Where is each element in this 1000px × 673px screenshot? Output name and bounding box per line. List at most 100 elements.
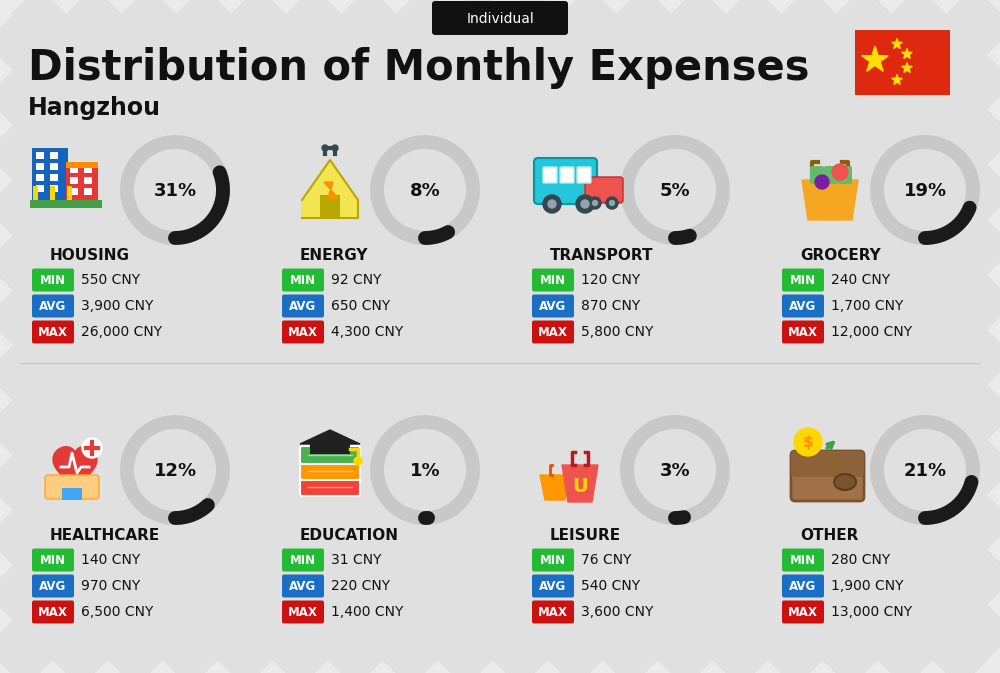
FancyBboxPatch shape <box>36 152 44 159</box>
FancyBboxPatch shape <box>32 600 74 623</box>
Text: $: $ <box>803 435 813 450</box>
Text: 26,000 CNY: 26,000 CNY <box>81 326 162 339</box>
Text: 1,700 CNY: 1,700 CNY <box>831 299 903 314</box>
Circle shape <box>354 457 362 465</box>
Polygon shape <box>540 475 570 500</box>
Text: LEISURE: LEISURE <box>550 528 621 542</box>
Text: AVG: AVG <box>289 300 317 313</box>
Text: 5,800 CNY: 5,800 CNY <box>581 326 653 339</box>
Text: MIN: MIN <box>540 274 566 287</box>
FancyBboxPatch shape <box>70 188 78 195</box>
FancyBboxPatch shape <box>782 548 824 571</box>
Polygon shape <box>902 63 912 73</box>
Text: 31%: 31% <box>153 182 197 200</box>
FancyBboxPatch shape <box>560 167 574 183</box>
Text: MIN: MIN <box>40 554 66 567</box>
Polygon shape <box>892 75 902 84</box>
FancyBboxPatch shape <box>33 186 38 200</box>
Text: AVG: AVG <box>539 300 567 313</box>
Text: MIN: MIN <box>290 274 316 287</box>
FancyBboxPatch shape <box>66 162 98 200</box>
Text: 92 CNY: 92 CNY <box>331 273 382 287</box>
FancyBboxPatch shape <box>36 174 44 181</box>
FancyBboxPatch shape <box>50 163 58 170</box>
Text: 3,900 CNY: 3,900 CNY <box>81 299 153 314</box>
Text: 1%: 1% <box>410 462 440 480</box>
FancyBboxPatch shape <box>50 186 55 200</box>
Text: AVG: AVG <box>539 580 567 593</box>
Polygon shape <box>324 182 338 198</box>
Text: ENERGY: ENERGY <box>300 248 368 262</box>
Circle shape <box>581 200 589 208</box>
Polygon shape <box>300 430 360 444</box>
Text: 120 CNY: 120 CNY <box>581 273 640 287</box>
FancyBboxPatch shape <box>310 444 350 454</box>
FancyBboxPatch shape <box>585 177 623 203</box>
Text: MIN: MIN <box>540 554 566 567</box>
FancyBboxPatch shape <box>532 269 574 291</box>
Text: 550 CNY: 550 CNY <box>81 273 140 287</box>
FancyBboxPatch shape <box>70 177 78 184</box>
Text: AVG: AVG <box>39 300 67 313</box>
Text: EDUCATION: EDUCATION <box>300 528 399 542</box>
FancyBboxPatch shape <box>824 166 838 184</box>
Circle shape <box>332 145 338 151</box>
Text: 5%: 5% <box>660 182 690 200</box>
Text: MAX: MAX <box>788 606 818 619</box>
Text: MAX: MAX <box>788 326 818 339</box>
Text: 240 CNY: 240 CNY <box>831 273 890 287</box>
Text: 4,300 CNY: 4,300 CNY <box>331 326 403 339</box>
Text: 6,500 CNY: 6,500 CNY <box>81 606 153 620</box>
Circle shape <box>322 145 328 151</box>
FancyBboxPatch shape <box>782 269 824 291</box>
FancyBboxPatch shape <box>282 295 324 318</box>
Circle shape <box>794 428 822 456</box>
Text: 140 CNY: 140 CNY <box>81 553 140 567</box>
Text: 12,000 CNY: 12,000 CNY <box>831 326 912 339</box>
FancyBboxPatch shape <box>838 166 852 184</box>
FancyBboxPatch shape <box>30 200 102 208</box>
FancyBboxPatch shape <box>32 295 74 318</box>
Text: 21%: 21% <box>903 462 947 480</box>
Polygon shape <box>802 180 858 220</box>
Circle shape <box>606 197 618 209</box>
Ellipse shape <box>834 474 856 490</box>
Polygon shape <box>302 160 358 218</box>
FancyBboxPatch shape <box>84 166 92 173</box>
FancyBboxPatch shape <box>67 186 72 200</box>
Text: 1,900 CNY: 1,900 CNY <box>831 579 904 594</box>
FancyBboxPatch shape <box>577 167 591 183</box>
Circle shape <box>589 197 601 209</box>
Text: AVG: AVG <box>789 580 817 593</box>
FancyBboxPatch shape <box>532 320 574 343</box>
Polygon shape <box>862 46 888 71</box>
Text: MAX: MAX <box>38 326 68 339</box>
FancyBboxPatch shape <box>300 462 360 480</box>
Text: GROCERY: GROCERY <box>800 248 881 262</box>
Text: 3%: 3% <box>660 462 690 480</box>
FancyBboxPatch shape <box>66 162 98 168</box>
FancyBboxPatch shape <box>810 166 824 184</box>
Text: 3,600 CNY: 3,600 CNY <box>581 606 653 620</box>
FancyBboxPatch shape <box>282 600 324 623</box>
Text: MAX: MAX <box>538 326 568 339</box>
FancyBboxPatch shape <box>432 1 568 35</box>
FancyBboxPatch shape <box>532 295 574 318</box>
Text: MAX: MAX <box>288 606 318 619</box>
FancyBboxPatch shape <box>32 148 68 200</box>
FancyBboxPatch shape <box>70 166 78 173</box>
Text: MAX: MAX <box>288 326 318 339</box>
Text: 540 CNY: 540 CNY <box>581 579 640 594</box>
FancyBboxPatch shape <box>32 269 74 291</box>
Text: 1,400 CNY: 1,400 CNY <box>331 606 403 620</box>
Text: 280 CNY: 280 CNY <box>831 553 890 567</box>
Text: 76 CNY: 76 CNY <box>581 553 632 567</box>
Text: U: U <box>572 476 588 495</box>
FancyBboxPatch shape <box>50 152 58 159</box>
Text: AVG: AVG <box>789 300 817 313</box>
FancyBboxPatch shape <box>782 295 824 318</box>
Text: 8%: 8% <box>410 182 440 200</box>
FancyBboxPatch shape <box>782 320 824 343</box>
Text: Hangzhou: Hangzhou <box>28 96 161 120</box>
FancyBboxPatch shape <box>62 488 82 500</box>
